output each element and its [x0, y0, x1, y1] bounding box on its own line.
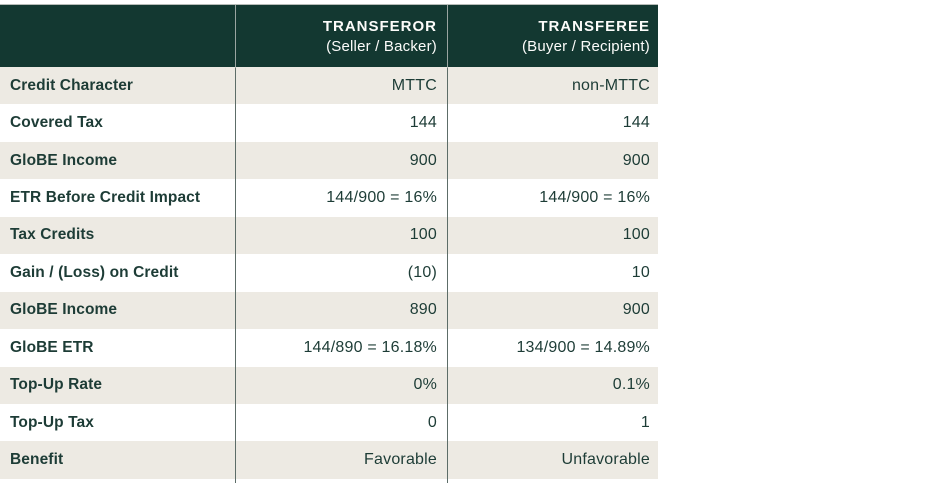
transferee-value: Unfavorable — [561, 451, 650, 469]
row-label: GloBE Income — [10, 301, 118, 319]
transferor-value: 144/900 = 16% — [326, 189, 437, 207]
row-label: Top-Up Tax — [10, 413, 94, 431]
transferee-value: 1 — [640, 413, 650, 431]
row-label: ETR Before Credit Impact — [10, 189, 201, 207]
table-row-tax-credits: Tax Credits 100 100 — [0, 216, 658, 255]
transferee-value: 0.1% — [612, 376, 650, 394]
transferee-value: 100 — [622, 226, 650, 244]
table-row-credit-character: Credit Character MTTC non-MTTC — [0, 67, 658, 105]
header-transferor-cell: TRANSFEROR (Seller / Backer) — [236, 5, 447, 67]
transferee-value: 10 — [631, 263, 650, 281]
header-empty-cell — [0, 5, 236, 67]
header-transferee-cell: TRANSFEREE (Buyer / Recipient) — [447, 5, 658, 67]
table-row-covered-tax: Covered Tax 144 144 — [0, 104, 658, 142]
row-label: GloBE ETR — [10, 338, 94, 356]
transferee-value: 144/900 = 16% — [539, 189, 650, 207]
transferee-value: 144 — [622, 114, 650, 132]
table-body: Credit Character MTTC non-MTTC Covered T… — [0, 67, 658, 479]
transferee-value: 900 — [622, 301, 650, 319]
transferee-value: 900 — [622, 151, 650, 169]
transferor-value: 900 — [409, 151, 437, 169]
table-row-etr-before-credit-impact: ETR Before Credit Impact 144/900 = 16% 1… — [0, 179, 658, 217]
transferee-title: TRANSFEREE — [538, 17, 650, 35]
transferor-title: TRANSFEROR — [322, 17, 437, 35]
comparison-table: TRANSFEROR (Seller / Backer) TRANSFEREE … — [0, 4, 658, 483]
transferor-value: 144 — [409, 114, 437, 132]
row-label: Benefit — [10, 451, 64, 469]
row-label: Top-Up Rate — [10, 376, 103, 394]
transferee-subtitle: (Buyer / Recipient) — [521, 37, 650, 55]
row-label: Tax Credits — [10, 226, 95, 244]
table-header-row: TRANSFEROR (Seller / Backer) TRANSFEREE … — [0, 5, 658, 67]
transferor-value: 890 — [409, 301, 437, 319]
table-row-gain-loss-on-credit: Gain / (Loss) on Credit (10) 10 — [0, 254, 658, 292]
transferor-value: 0 — [427, 413, 437, 431]
table-row-globe-etr: GloBE ETR 144/890 = 16.18% 134/900 = 14.… — [0, 329, 658, 367]
table-row-top-up-tax: Top-Up Tax 0 1 — [0, 403, 658, 442]
row-label: Credit Character — [10, 76, 134, 94]
transferor-value: MTTC — [391, 76, 437, 94]
row-label: GloBE Income — [10, 151, 118, 169]
transferor-value: 100 — [409, 226, 437, 244]
transferor-subtitle: (Seller / Backer) — [326, 37, 437, 55]
table-row-globe-income-after: GloBE Income 890 900 — [0, 291, 658, 330]
row-label: Covered Tax — [10, 114, 103, 132]
table-row-top-up-rate: Top-Up Rate 0% 0.1% — [0, 366, 658, 404]
row-label: Gain / (Loss) on Credit — [10, 263, 179, 281]
transferee-value: 134/900 = 14.89% — [516, 338, 650, 356]
transferor-value: 0% — [413, 376, 437, 394]
table-row-globe-income-before: GloBE Income 900 900 — [0, 141, 658, 180]
transferor-value: Favorable — [364, 451, 437, 469]
transferor-value: 144/890 = 16.18% — [303, 338, 437, 356]
table-row-benefit: Benefit Favorable Unfavorable — [0, 441, 658, 479]
transferee-value: non-MTTC — [571, 76, 650, 94]
transferor-value: (10) — [407, 263, 437, 281]
